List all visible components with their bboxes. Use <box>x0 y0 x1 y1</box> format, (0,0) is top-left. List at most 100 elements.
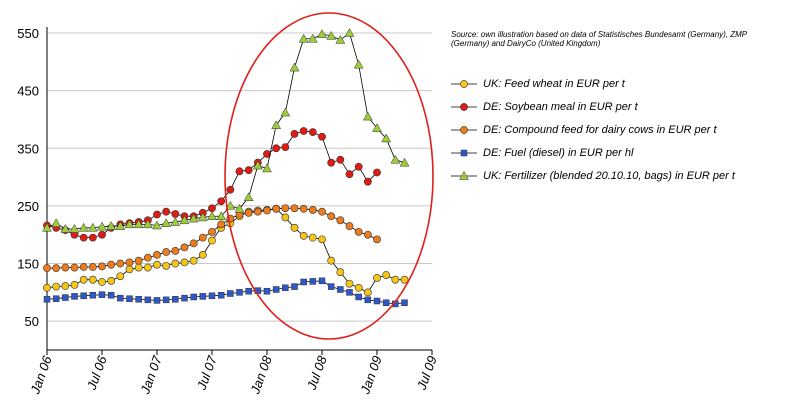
data-point-0-29 <box>308 233 317 242</box>
legend-marker-shape-4 <box>459 170 469 180</box>
data-point-3-10 <box>135 296 142 303</box>
data-point-2-17 <box>198 233 207 242</box>
legend-marker-uk-feed-wheat <box>451 79 477 88</box>
data-point-2-30 <box>318 207 326 216</box>
data-point-2-27 <box>290 204 299 213</box>
data-point-4-26 <box>280 107 291 117</box>
data-point-3-37 <box>382 299 390 306</box>
data-point-3-11 <box>144 296 152 304</box>
legend-marker-shape-3 <box>460 149 468 156</box>
data-point-2-2 <box>61 263 70 272</box>
data-point-0-7 <box>107 276 116 285</box>
data-point-2-11 <box>143 253 152 262</box>
data-point-0-18 <box>208 236 216 245</box>
data-point-2-0 <box>43 264 51 273</box>
chart-series-layer <box>42 27 410 308</box>
data-point-0-4 <box>79 275 88 284</box>
data-point-4-7 <box>106 221 117 230</box>
data-point-1-26 <box>281 143 290 152</box>
data-point-1-36 <box>373 168 381 177</box>
data-point-0-12 <box>153 260 161 269</box>
data-point-1-5 <box>88 233 97 242</box>
data-point-2-32 <box>336 216 345 225</box>
data-point-2-8 <box>116 259 125 268</box>
data-point-2-15 <box>180 243 189 252</box>
data-point-3-16 <box>190 293 197 301</box>
data-point-3-4 <box>80 292 87 300</box>
data-point-2-5 <box>88 263 97 271</box>
data-point-3-6 <box>98 291 106 298</box>
data-point-4-11 <box>142 219 153 229</box>
data-point-1-18 <box>208 204 216 213</box>
data-point-4-12 <box>152 220 162 230</box>
data-point-4-3 <box>69 223 80 233</box>
data-point-2-34 <box>354 227 363 236</box>
data-point-3-5 <box>89 291 97 299</box>
data-point-4-8 <box>115 221 126 230</box>
data-point-1-30 <box>318 132 326 141</box>
series-line-0 <box>46 208 405 293</box>
legend-label-de-fuel: DE: Fuel (diesel) in EUR per hl <box>483 146 634 159</box>
data-point-0-35 <box>363 288 372 297</box>
data-point-0-36 <box>373 274 381 282</box>
data-point-1-6 <box>98 230 106 239</box>
data-point-2-10 <box>134 256 143 265</box>
x-tick-label-7: Jul 09 <box>414 354 440 393</box>
data-point-3-2 <box>62 294 69 301</box>
series-4 <box>42 27 410 233</box>
data-point-0-39 <box>400 275 409 284</box>
data-point-2-12 <box>153 250 161 259</box>
legend-item-de-compound-feed: DE: Compound feed for dairy cows in EUR … <box>449 118 789 141</box>
data-point-4-22 <box>243 192 254 202</box>
data-point-2-25 <box>272 204 281 213</box>
data-point-3-32 <box>337 286 344 293</box>
y-tick-label-550: 550 <box>17 26 39 41</box>
data-point-1-24 <box>263 150 271 158</box>
data-point-1-34 <box>354 162 363 171</box>
data-point-4-33 <box>344 27 355 37</box>
data-point-4-34 <box>353 59 364 69</box>
legend-item-uk-feed-wheat: UK: Feed wheat in EUR per t <box>449 72 789 95</box>
data-point-2-9 <box>125 258 134 267</box>
data-point-1-27 <box>290 129 299 138</box>
data-point-3-15 <box>181 294 188 302</box>
data-point-1-20 <box>226 185 235 194</box>
data-point-2-3 <box>70 263 79 272</box>
legend-item-de-soybean-meal: DE: Soybean meal in EUR per t <box>449 95 789 118</box>
legend-label-uk-fertilizer: UK: Fertilizer (blended 20.10.10, bags) … <box>483 169 735 182</box>
data-point-0-38 <box>391 275 400 284</box>
data-point-4-32 <box>335 34 346 44</box>
data-point-3-0 <box>43 296 51 303</box>
data-point-4-1 <box>51 218 62 227</box>
data-point-4-39 <box>399 157 410 167</box>
series-0 <box>43 204 409 297</box>
data-point-0-33 <box>345 279 354 288</box>
data-point-3-39 <box>401 299 408 306</box>
data-point-0-34 <box>354 283 363 292</box>
x-tick-label-0: Jan 06 <box>27 353 55 396</box>
data-point-2-13 <box>162 248 171 256</box>
data-point-4-15 <box>179 215 190 225</box>
data-point-4-30 <box>317 29 327 38</box>
legend-item-uk-fertilizer: UK: Fertilizer (blended 20.10.10, bags) … <box>449 164 789 187</box>
data-point-1-22 <box>244 166 253 175</box>
data-point-3-9 <box>126 295 133 302</box>
data-point-4-36 <box>372 123 382 132</box>
data-point-2-4 <box>79 263 88 271</box>
data-point-0-3 <box>70 280 79 289</box>
data-point-3-3 <box>71 293 78 300</box>
y-tick-label-150: 150 <box>17 257 39 272</box>
data-point-4-23 <box>252 160 263 170</box>
data-point-2-16 <box>189 239 198 248</box>
data-point-2-23 <box>253 207 262 216</box>
data-point-3-19 <box>217 291 225 299</box>
data-point-0-11 <box>143 263 152 272</box>
x-tick-label-2: Jan 07 <box>137 353 165 396</box>
x-tick-label-6: Jan 09 <box>357 354 385 397</box>
data-point-0-13 <box>162 261 171 270</box>
data-point-0-17 <box>198 250 207 259</box>
data-point-2-18 <box>208 227 216 236</box>
data-point-0-2 <box>61 282 70 290</box>
data-point-2-19 <box>217 220 226 229</box>
data-point-2-33 <box>345 222 354 230</box>
